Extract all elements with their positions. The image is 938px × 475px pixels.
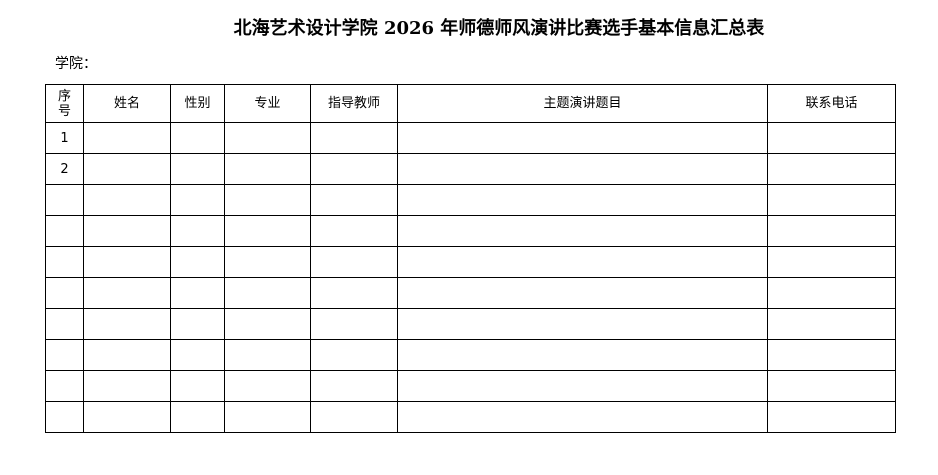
table-cell[interactable] (310, 184, 398, 216)
table-cell[interactable] (397, 401, 768, 433)
table-cell[interactable] (83, 184, 171, 216)
table-cell[interactable] (45, 184, 84, 216)
table-cell[interactable]: 1 (45, 122, 84, 154)
table-cell[interactable] (224, 215, 311, 247)
table-cell[interactable] (83, 246, 171, 278)
college-label: 学院： (55, 56, 97, 72)
table-cell[interactable] (83, 339, 171, 371)
table-cell[interactable] (397, 308, 768, 340)
column-header: 指导教师 (310, 84, 398, 123)
table-cell[interactable] (170, 184, 225, 216)
table-cell[interactable] (397, 277, 768, 309)
table-row (45, 339, 896, 371)
table-cell[interactable] (83, 370, 171, 402)
table-cell[interactable] (83, 277, 171, 309)
table-cell[interactable] (397, 370, 768, 402)
column-header: 性别 (170, 84, 225, 123)
table-cell[interactable] (397, 184, 768, 216)
table-cell[interactable] (397, 153, 768, 185)
table-cell[interactable] (170, 122, 225, 154)
table-cell[interactable] (767, 184, 896, 216)
table-cell[interactable] (767, 153, 896, 185)
table-cell[interactable] (83, 401, 171, 433)
table-row (45, 184, 896, 216)
table-cell[interactable] (83, 308, 171, 340)
table-row (45, 308, 896, 340)
table-cell[interactable] (170, 246, 225, 278)
table-cell[interactable] (45, 215, 84, 247)
table-cell[interactable] (310, 308, 398, 340)
column-header: 联系电话 (767, 84, 896, 123)
table-row (45, 401, 896, 433)
table-row (45, 215, 896, 247)
table-cell[interactable] (224, 370, 311, 402)
table-cell[interactable] (224, 184, 311, 216)
table-cell[interactable]: 2 (45, 153, 84, 185)
document-title: 北海艺术设计学院 2026 年师德师风演讲比赛选手基本信息汇总表 (233, 18, 765, 39)
table-cell[interactable] (170, 215, 225, 247)
table-cell[interactable] (224, 339, 311, 371)
table-cell[interactable] (170, 370, 225, 402)
table-cell[interactable] (45, 370, 84, 402)
table-cell[interactable] (310, 370, 398, 402)
table-cell[interactable] (170, 277, 225, 309)
table-cell[interactable] (224, 308, 311, 340)
table-cell[interactable] (45, 339, 84, 371)
table-row: 1 (45, 122, 896, 154)
table-cell[interactable] (45, 308, 84, 340)
column-header: 专业 (224, 84, 311, 123)
table-row: 2 (45, 153, 896, 185)
table-cell[interactable] (45, 401, 84, 433)
table-row (45, 277, 896, 309)
table-cell[interactable] (170, 153, 225, 185)
table-cell[interactable] (83, 122, 171, 154)
table-cell[interactable] (310, 122, 398, 154)
column-header: 序号 (45, 84, 84, 123)
table-cell[interactable] (83, 215, 171, 247)
table-cell[interactable] (170, 308, 225, 340)
table-cell[interactable] (767, 215, 896, 247)
table-cell[interactable] (397, 215, 768, 247)
column-header: 主题演讲题目 (397, 84, 768, 123)
table-cell[interactable] (170, 339, 225, 371)
table-cell[interactable] (767, 308, 896, 340)
table-cell[interactable] (767, 277, 896, 309)
table-cell[interactable] (767, 339, 896, 371)
table-cell[interactable] (767, 370, 896, 402)
table-cell[interactable] (310, 277, 398, 309)
table-cell[interactable] (310, 153, 398, 185)
table-cell[interactable] (310, 246, 398, 278)
table-cell[interactable] (397, 122, 768, 154)
table-cell[interactable] (224, 122, 311, 154)
table-cell[interactable] (224, 246, 311, 278)
table-cell[interactable] (397, 339, 768, 371)
table-row (45, 246, 896, 278)
table-cell[interactable] (224, 153, 311, 185)
table-cell[interactable] (310, 339, 398, 371)
table-cell[interactable] (45, 277, 84, 309)
table-cell[interactable] (397, 246, 768, 278)
table-cell[interactable] (45, 246, 84, 278)
column-header: 姓名 (83, 84, 171, 123)
table-cell[interactable] (310, 401, 398, 433)
table-cell[interactable] (767, 246, 896, 278)
table-row (45, 370, 896, 402)
table-cell[interactable] (310, 215, 398, 247)
table-cell[interactable] (767, 122, 896, 154)
table-cell[interactable] (224, 277, 311, 309)
table-cell[interactable] (224, 401, 311, 433)
table-cell[interactable] (767, 401, 896, 433)
table-cell[interactable] (83, 153, 171, 185)
table-cell[interactable] (170, 401, 225, 433)
